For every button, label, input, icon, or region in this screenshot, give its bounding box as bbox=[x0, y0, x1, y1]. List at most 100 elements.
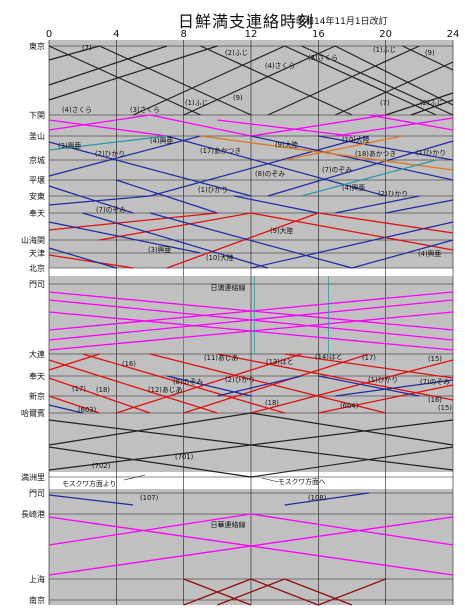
nagasaki-train-line bbox=[284, 492, 369, 506]
train-label: (1)ふじ bbox=[185, 99, 208, 107]
train-label: (16) bbox=[122, 360, 136, 368]
train-label: (15) bbox=[438, 404, 452, 412]
station-label: 新京 bbox=[29, 391, 45, 401]
train-label: (702) bbox=[92, 462, 111, 470]
train-label: (18) bbox=[96, 386, 110, 394]
tokaido-train-line bbox=[183, 45, 336, 116]
train-label: (14)はと bbox=[315, 353, 343, 361]
manchuria-train-line bbox=[183, 353, 370, 414]
train-label: (2)ふじ bbox=[225, 49, 248, 57]
train-label: (604) bbox=[340, 402, 359, 410]
korea-train-line bbox=[234, 195, 319, 214]
train-label: (17) bbox=[362, 354, 376, 362]
korea-train-line bbox=[116, 179, 218, 214]
train-label: (2)ひかり bbox=[95, 150, 125, 158]
train-label: (7)のぞみ bbox=[96, 206, 126, 214]
ferry-train-line bbox=[368, 114, 454, 131]
train-label: (10)大陸 bbox=[342, 135, 370, 144]
train-label: (3)興亜 bbox=[148, 245, 171, 254]
korea-train-line bbox=[48, 141, 252, 197]
korea-train-line bbox=[335, 195, 420, 214]
hour-tick-label: 24 bbox=[447, 29, 460, 40]
station-label: 大連 bbox=[29, 349, 45, 359]
station-label: 門司 bbox=[29, 280, 45, 289]
train-label: (15) bbox=[428, 355, 442, 363]
train-labels: (7) (2)ふじ (1)ふじ (9) (4)さくら (3)さくら (1)ふじ (9) (4)さ… bbox=[58, 44, 452, 502]
siberia-train-line bbox=[48, 419, 454, 471]
dalian-ferry-line bbox=[48, 291, 454, 331]
train-label: (1)ひかり bbox=[368, 376, 398, 384]
north-china-train-line bbox=[149, 212, 353, 269]
ferry-train-line bbox=[149, 114, 252, 137]
train-label: (17)あかつき bbox=[200, 147, 241, 155]
train-label: (4)興亜 bbox=[418, 249, 441, 258]
manchuria-train-line bbox=[217, 375, 302, 397]
train-label: (7)のぞみ bbox=[322, 166, 352, 174]
station-label: 平壌 bbox=[29, 175, 45, 185]
direction-arrow bbox=[261, 477, 279, 483]
train-label: (7) bbox=[380, 99, 390, 107]
tokaido-train-line bbox=[48, 45, 201, 116]
tokaido-train-line bbox=[200, 45, 353, 116]
train-label: (4)興亜 bbox=[150, 136, 173, 145]
hour-tick-label: 20 bbox=[379, 29, 392, 40]
north-china-train-line bbox=[99, 212, 252, 241]
nanjing-train-line bbox=[318, 578, 386, 606]
ferry-train-line bbox=[48, 114, 151, 131]
north-china-train-line bbox=[250, 212, 454, 251]
panel-label-china: 日華連絡線 bbox=[211, 520, 246, 529]
train-label: (1)ひかり bbox=[416, 149, 446, 157]
station-label: 北京 bbox=[29, 263, 45, 273]
korea-train-line bbox=[48, 135, 201, 177]
hour-tick-label: 0 bbox=[46, 29, 52, 40]
station-label: 奉天 bbox=[29, 371, 45, 381]
siberia-train-line bbox=[250, 446, 454, 478]
shanghai-ferry-line bbox=[48, 513, 252, 546]
nanjing-train-line bbox=[284, 578, 353, 606]
station-label: 上海 bbox=[29, 574, 45, 584]
korea-train-line bbox=[48, 185, 134, 214]
train-label: (603) bbox=[78, 406, 97, 414]
tokaido-train-line bbox=[385, 92, 454, 116]
nanjing-train-line bbox=[217, 578, 285, 606]
train-label: (2)ふじ bbox=[420, 99, 443, 107]
train-label: (1)ふじ bbox=[373, 46, 396, 54]
hour-tick-label: 4 bbox=[113, 29, 119, 40]
manchuria-train-line bbox=[318, 375, 420, 397]
nanjing-train-line bbox=[250, 578, 319, 606]
korea-train-line bbox=[48, 135, 167, 151]
manchuria-train-line bbox=[48, 404, 83, 414]
ferry-train-line bbox=[335, 117, 454, 137]
korea-train-line bbox=[301, 159, 437, 197]
station-label: 東京 bbox=[29, 41, 45, 51]
direction-note-from-moscow: モスクワ方面より bbox=[62, 479, 116, 488]
manchuria-train-line bbox=[48, 395, 100, 414]
north-china-train-line bbox=[250, 221, 454, 269]
train-label: (4)興亜 bbox=[342, 183, 365, 192]
train-label: (18)あかつき bbox=[355, 150, 396, 158]
train-label: (13)はと bbox=[266, 358, 294, 366]
korea-train-line bbox=[318, 135, 454, 161]
manchuria-train-line bbox=[82, 353, 285, 414]
train-label: (4)さくら bbox=[265, 62, 295, 70]
nanjing-train-line bbox=[183, 578, 252, 606]
train-label: (2)ひかり bbox=[378, 190, 408, 198]
train-label: (107) bbox=[140, 494, 159, 502]
north-china-train-line bbox=[166, 212, 319, 269]
dalian-ferry-line bbox=[48, 311, 454, 351]
station-label: 下関 bbox=[29, 111, 45, 120]
korea-train-line bbox=[267, 140, 454, 197]
train-label: (108) bbox=[308, 494, 327, 502]
title-row: 日鮮満支連絡時刻 昭和14年11月1日改訂 bbox=[0, 6, 465, 31]
direction-arrow bbox=[123, 474, 146, 481]
ferry-train-line bbox=[217, 119, 353, 137]
hour-tick-label: 16 bbox=[312, 29, 325, 40]
tokaido-train-line bbox=[267, 45, 420, 116]
hour-tick-label: 8 bbox=[180, 29, 186, 40]
ferry-train-line bbox=[250, 114, 386, 137]
siberia-train-line bbox=[48, 412, 252, 446]
manchuria-train-line bbox=[166, 375, 252, 397]
revision-date: 昭和14年11月1日改訂 bbox=[296, 17, 388, 27]
station-label: 京城 bbox=[29, 155, 45, 165]
